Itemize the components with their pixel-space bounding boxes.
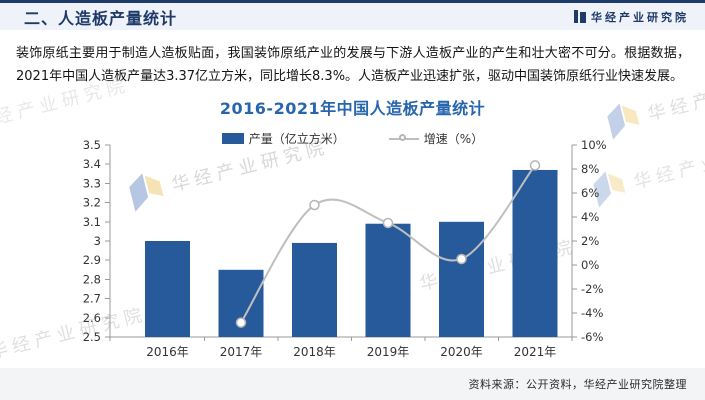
brand-name: 华经产业研究院 [591,10,689,24]
right-axis-label: -2% [581,282,603,296]
legend-label-growth: 增速（%） [423,132,484,146]
growth-marker [456,253,467,265]
left-axis-label: 2.6 [83,311,101,325]
right-axis-label: 10% [581,138,607,152]
left-axis-label: 3.4 [83,157,101,171]
growth-marker [529,160,541,171]
left-axis-label: 2.9 [83,253,101,267]
right-axis-label: 0% [581,258,599,272]
bar-2016年 [145,241,190,337]
legend-label-production: 产量（亿立方米） [248,132,345,146]
bar-swatch-icon [221,133,244,144]
bar-2018年 [292,242,337,337]
right-axis-label: 6% [581,186,599,200]
x-axis-label: 2018年 [293,345,336,359]
left-axis-label: 3.2 [83,196,101,210]
left-axis-label: 3.5 [83,138,101,152]
left-axis-label: 2.8 [83,272,101,286]
x-axis-label: 2021年 [514,345,557,359]
x-axis-label: 2016年 [146,345,189,359]
right-axis-label: -4% [581,306,603,320]
header-bar: 二、人造板产量统计 华经产业研究院 [0,0,705,30]
chart-legend: 产量（亿立方米） 增速（%） [0,130,705,147]
bar-2020年 [439,221,484,337]
chart-title: 2016-2021年中国人造板产量统计 [219,99,486,118]
right-axis-label: 4% [581,210,599,224]
growth-marker [382,217,394,229]
left-axis-label: 2.7 [83,292,101,306]
legend-item-production: 产量（亿立方米） [221,130,345,147]
bar-2019年 [365,223,411,337]
x-axis-label: 2019年 [367,345,410,359]
footer-bar: 资料来源：公开资料，华经产业研究院整理 [0,368,705,400]
left-axis-label: 2.5 [83,330,101,344]
left-axis-label: 3.3 [83,176,101,190]
line-marker-icon [388,133,419,141]
data-source-note: 资料来源：公开资料，华经产业研究院整理 [468,378,687,391]
right-axis-label: -6% [581,330,603,344]
growth-marker [235,317,247,328]
growth-marker [309,199,320,211]
x-axis-label: 2020年 [440,345,483,359]
brand: 华经产业研究院 [574,9,689,25]
right-axis-label: 8% [581,162,599,176]
x-axis-label: 2017年 [220,345,263,359]
right-axis-label: 2% [581,234,599,248]
left-axis-label: 3 [94,234,101,248]
section-title: 二、人造板产量统计 [24,8,178,28]
left-axis-label: 3.1 [83,215,101,229]
brand-logo-icon [574,10,586,23]
legend-item-growth: 增速（%） [388,130,484,147]
intro-paragraph: 装饰原纸主要用于制造人造板贴面，我国装饰原纸产业的发展与下游人造板产业的产生和壮… [16,46,690,84]
bar-2021年 [512,169,558,337]
